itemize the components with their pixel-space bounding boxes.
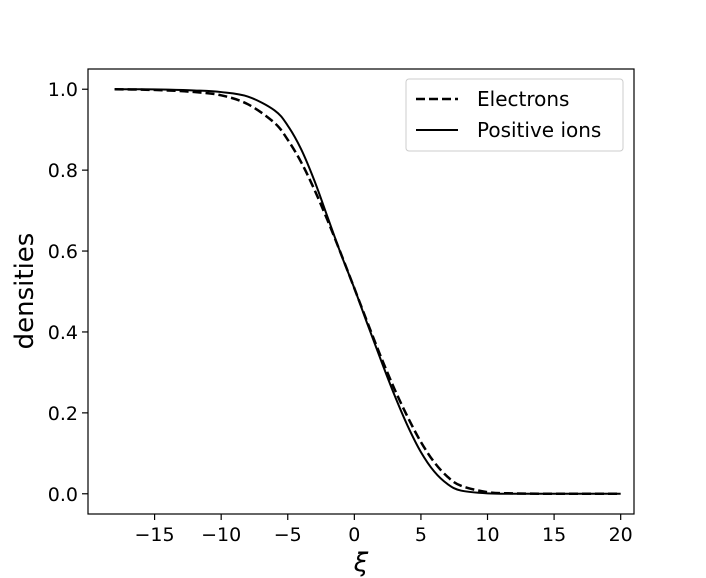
y-tick-label: 0.4 bbox=[48, 322, 78, 344]
x-tick-label: 15 bbox=[542, 524, 566, 546]
x-tick-label: 5 bbox=[415, 524, 427, 546]
y-axis-title: densities bbox=[10, 233, 40, 350]
legend: Electrons Positive ions bbox=[405, 78, 624, 152]
x-tick-label: −5 bbox=[274, 524, 302, 546]
y-tick-label: 1.0 bbox=[48, 79, 78, 101]
series-line-positive-ions bbox=[114, 88, 621, 495]
x-tick-label: 0 bbox=[348, 524, 360, 546]
x-axis-title: ξ bbox=[353, 548, 369, 578]
y-tick-label: 0.2 bbox=[48, 403, 78, 425]
legend-frame bbox=[405, 78, 624, 152]
x-tick-label: −10 bbox=[201, 524, 241, 546]
x-tick-label: 10 bbox=[475, 524, 499, 546]
y-tick-label: 0.8 bbox=[48, 160, 78, 182]
legend-label-electrons: Electrons bbox=[477, 87, 569, 111]
y-tick-label: 0.0 bbox=[48, 484, 78, 506]
plot-area-frame bbox=[87, 68, 635, 515]
x-axis-ticks: −15 −10 −5 0 5 10 15 20 bbox=[135, 514, 633, 546]
y-tick-label: 0.6 bbox=[48, 241, 78, 263]
y-axis-ticks: 0.0 0.2 0.4 0.6 0.8 1.0 bbox=[48, 79, 88, 506]
x-tick-label: 20 bbox=[609, 524, 633, 546]
series-layer bbox=[114, 87, 621, 496]
legend-label-positive-ions: Positive ions bbox=[477, 118, 601, 142]
x-tick-label: −15 bbox=[135, 524, 175, 546]
